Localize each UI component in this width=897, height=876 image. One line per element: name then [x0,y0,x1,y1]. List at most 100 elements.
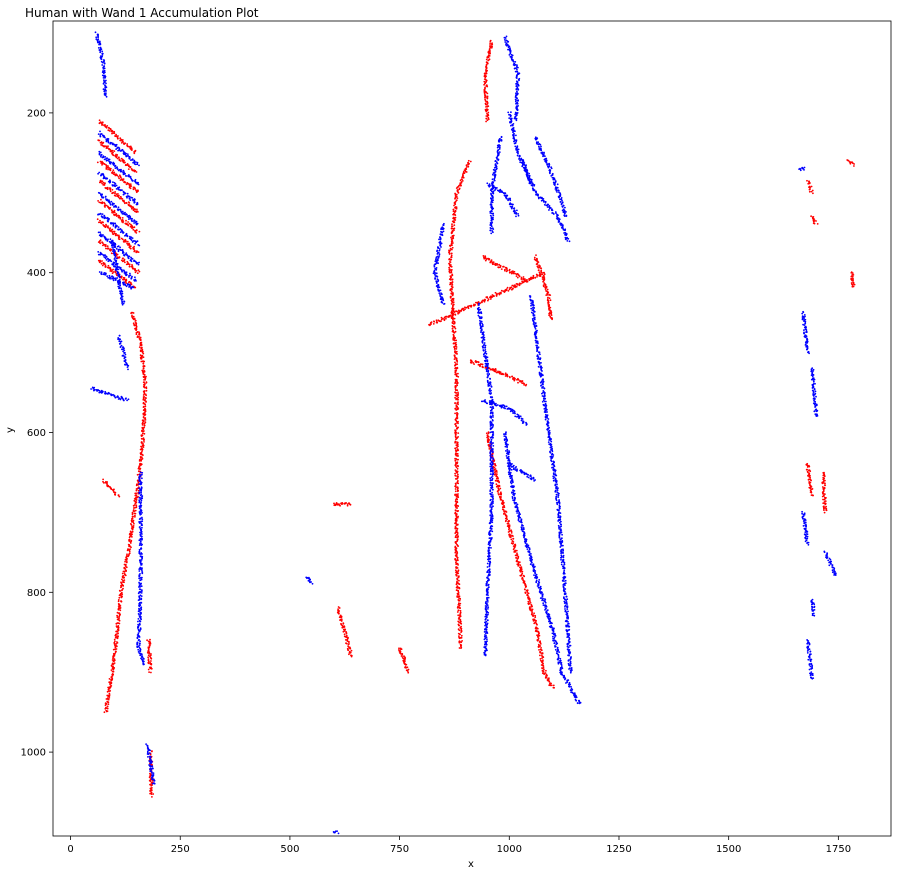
data-point [136,488,138,490]
data-point [509,48,511,50]
data-point [505,35,508,38]
data-point [516,554,519,556]
data-point [137,470,140,473]
data-point [552,684,555,687]
data-point [134,516,136,518]
data-point [822,502,825,505]
data-point [140,501,143,504]
data-point [149,663,152,665]
data-point [103,256,106,258]
data-point [340,623,343,626]
data-point [125,219,127,222]
data-point [132,515,135,518]
data-point [112,181,114,184]
data-point [102,224,104,226]
data-point [111,149,114,152]
data-point [142,356,145,359]
data-point [123,270,126,272]
data-point [143,663,145,666]
data-point [824,484,827,487]
plot-area [90,31,856,835]
data-point [456,389,459,392]
data-point [122,221,124,224]
data-point [455,495,458,498]
data-point [121,229,123,232]
data-point [454,382,457,384]
data-point [141,471,144,474]
data-point [140,655,143,658]
data-point [118,238,121,241]
data-point [134,178,137,181]
data-point [540,649,543,652]
data-point [455,542,457,545]
data-point [115,214,117,216]
data-point [142,454,144,456]
data-point [109,681,111,683]
data-point [454,472,456,475]
data-point [484,96,486,99]
data-point [99,43,102,46]
data-point [517,381,519,384]
data-point [505,511,508,513]
data-point [550,311,553,314]
data-point [104,206,106,208]
data-point [341,503,344,505]
data-point [457,590,460,593]
data-point [119,275,121,278]
data-point [134,269,137,272]
data-point [130,149,133,152]
data-point [520,566,523,569]
data-point [143,441,145,443]
data-point [139,620,142,623]
data-point [482,366,484,369]
data-point [551,317,554,320]
data-point [456,353,458,355]
data-point [115,269,117,271]
data-point [465,164,468,167]
data-point [123,563,126,566]
data-point [822,478,825,481]
data-point [140,435,143,437]
data-point [110,200,113,203]
data-point [541,667,544,670]
data-point [119,160,122,162]
data-point [99,181,101,184]
data-point [452,323,455,325]
data-point [440,316,443,319]
data-point [398,647,400,650]
data-point [109,203,112,206]
data-point [138,346,141,348]
data-point [119,217,122,220]
data-point [806,466,809,468]
data-point [119,609,122,612]
data-point [120,586,122,589]
data-point [116,137,119,140]
data-point [103,62,106,65]
data-point [123,349,126,352]
data-point [524,588,526,591]
data-point [135,171,138,173]
data-point [104,244,107,246]
data-point [497,493,500,496]
data-point [119,137,122,140]
data-point [144,403,147,406]
data-point [815,220,817,222]
data-point [347,643,350,646]
data-point [809,484,812,486]
data-point [350,649,353,652]
data-point [117,626,120,629]
data-point [117,135,119,137]
data-point [479,365,481,368]
data-point [135,329,138,332]
data-point [134,322,137,324]
data-point [117,599,120,601]
data-point [97,139,100,142]
data-point [98,192,101,195]
data-point [507,531,510,533]
data-point [531,605,533,608]
data-point [115,257,118,260]
data-point [103,202,106,205]
data-point [481,363,483,366]
data-point [114,173,116,176]
data-point [118,197,121,200]
